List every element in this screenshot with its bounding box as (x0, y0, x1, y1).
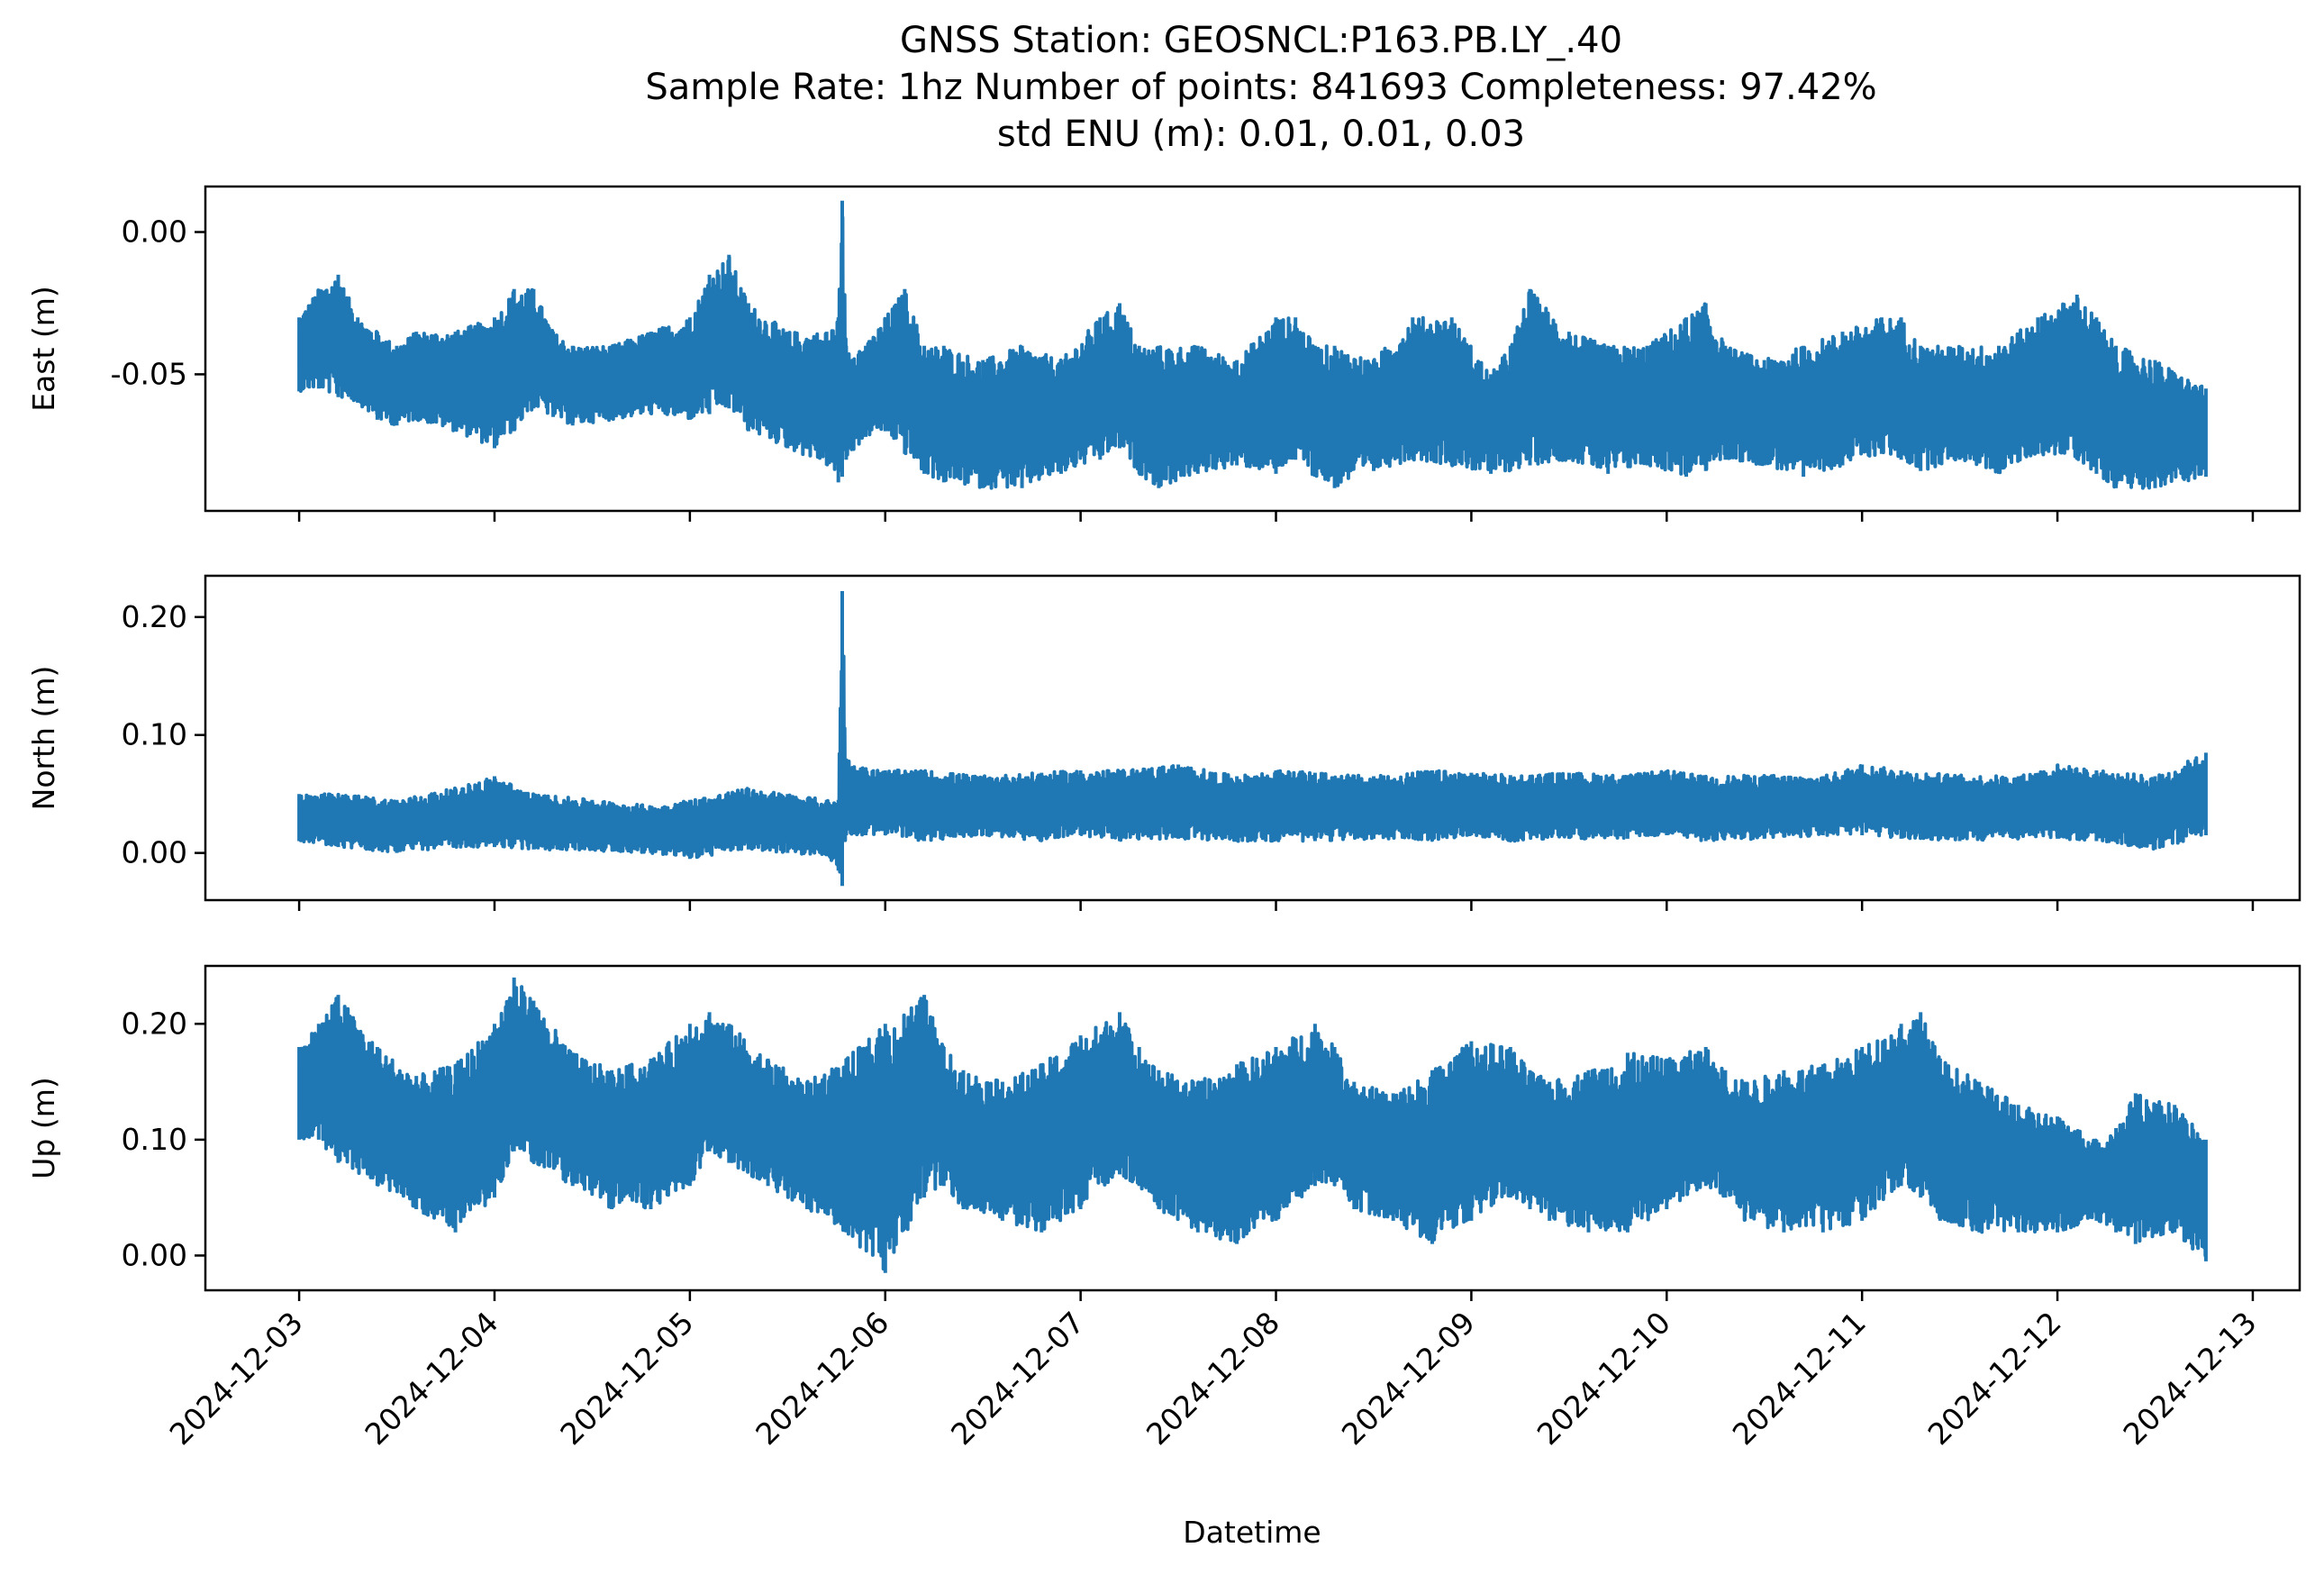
x-axis-label: Datetime (1183, 1515, 1321, 1550)
east-y-ticks: 0.00 -0.05 (111, 214, 205, 391)
y-tick-label: 0.00 (122, 835, 187, 870)
title-line-2: Sample Rate: 1hz Number of points: 84169… (645, 67, 1876, 108)
east-x-ticks (297, 511, 2255, 522)
up-plot-frame (204, 964, 2301, 1292)
y-tick-label: 0.00 (122, 1237, 187, 1272)
north-plot-frame (204, 574, 2301, 902)
east-panel: East (m) 0.00 -0.05 (26, 185, 2301, 522)
chart-title: GNSS Station: GEOSNCL:P163.PB.LY_.40 Sam… (645, 20, 1876, 155)
y-tick-label: 0.00 (122, 214, 187, 250)
north-y-ticks: 0.00 0.10 0.20 (122, 599, 205, 870)
y-tick-label: 0.10 (122, 717, 187, 752)
up-series-line (297, 977, 2208, 1273)
up-ylabel: Up (m) (26, 1077, 61, 1179)
y-tick-label: 0.10 (122, 1122, 187, 1157)
title-line-1: GNSS Station: GEOSNCL:P163.PB.LY_.40 (900, 20, 1622, 61)
north-ylabel: North (m) (26, 666, 61, 811)
y-tick-label: -0.05 (111, 356, 187, 391)
north-series-line (297, 591, 2208, 887)
up-y-ticks: 0.00 0.10 0.20 (122, 1006, 205, 1272)
east-ylabel: East (m) (26, 286, 61, 412)
up-x-ticks (297, 1290, 2255, 1301)
east-series-line (297, 200, 2208, 490)
north-panel: North (m) 0.00 0.10 0.20 (26, 574, 2301, 911)
title-line-3: std ENU (m): 0.01, 0.01, 0.03 (997, 114, 1525, 155)
y-tick-label: 0.20 (122, 599, 187, 634)
north-x-ticks (297, 900, 2255, 911)
y-tick-label: 0.20 (122, 1006, 187, 1041)
east-plot-frame (204, 185, 2301, 513)
